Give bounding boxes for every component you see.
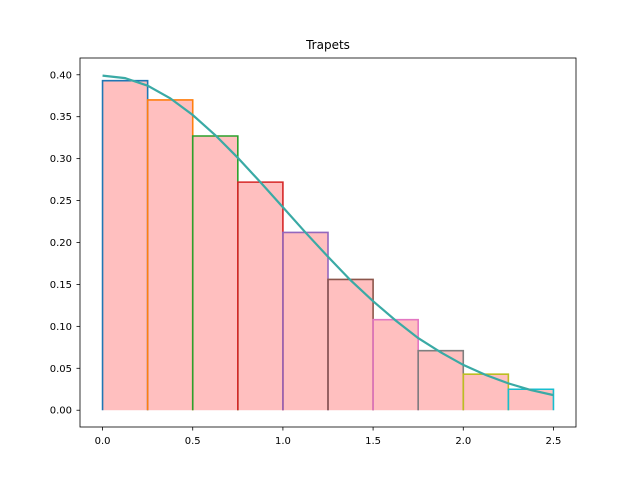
bar-fill-10	[508, 389, 554, 411]
y-tick-label: 0.05	[50, 364, 72, 375]
y-tick-label: 0.25	[50, 196, 72, 207]
y-tick-label: 0.30	[50, 154, 72, 165]
bar-fill-9	[463, 374, 509, 411]
y-tick-label: 0.35	[50, 112, 72, 123]
bar-fill-8	[418, 350, 464, 411]
curve-line	[102, 74, 554, 397]
x-axis: 0.0 0.5 1.0 1.5 2.0 2.5	[95, 427, 562, 447]
chart-title: Trapets	[305, 38, 350, 52]
bar-fill-5	[282, 232, 328, 411]
y-tick-label: 0.10	[50, 322, 72, 333]
bar-fill-7	[373, 319, 419, 411]
x-tick-label: 0.5	[185, 436, 201, 447]
plot-area	[101, 74, 555, 411]
x-tick-label: 1.0	[275, 436, 291, 447]
y-tick-label: 0.20	[50, 238, 72, 249]
x-tick-label: 0.0	[95, 436, 111, 447]
y-tick-label: 0.15	[50, 280, 72, 291]
bar-fill-2	[147, 99, 193, 411]
bar-fill-6	[328, 279, 374, 411]
x-tick-label: 1.5	[365, 436, 381, 447]
x-tick-label: 2.5	[546, 436, 562, 447]
bar-fill-1	[102, 80, 148, 411]
x-tick-label: 2.0	[455, 436, 471, 447]
y-tick-label: 0.00	[50, 406, 72, 417]
y-tick-label: 0.40	[50, 70, 72, 81]
bar-fill-4	[237, 182, 283, 411]
bar-fill-3	[192, 135, 238, 411]
y-axis: 0.00 0.05 0.10 0.15 0.20 0.25 0.30 0.35 0.40	[50, 70, 80, 417]
